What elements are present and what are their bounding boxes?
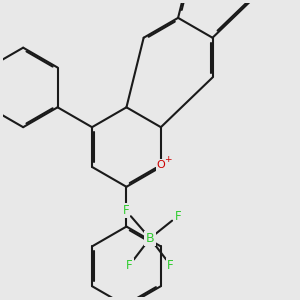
Text: B: B: [146, 232, 154, 245]
Text: F: F: [175, 210, 181, 223]
Text: F: F: [167, 259, 174, 272]
Text: F: F: [126, 259, 133, 272]
Text: F: F: [123, 204, 129, 217]
Text: +: +: [164, 155, 171, 164]
Text: O: O: [157, 160, 165, 170]
